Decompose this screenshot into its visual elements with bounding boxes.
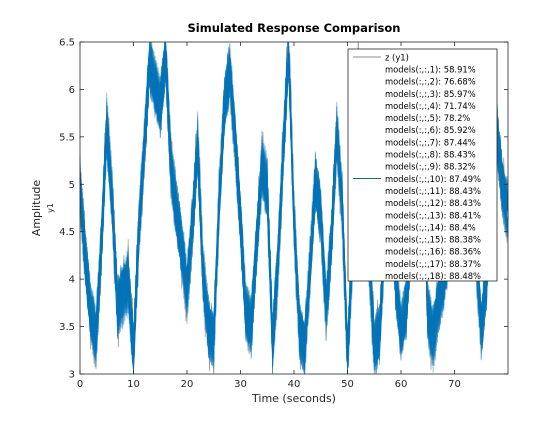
legend-entry-label: models(:,:,17): 88.37% [385,259,481,269]
legend-entry-label: models(:,:,2): 76.68% [385,77,476,87]
legend-entry-label: models(:,:,7): 87.44% [385,137,476,147]
x-tick-label: 60 [395,379,408,390]
series-layer [79,41,509,375]
y-tick-label: 6.5 [59,38,75,49]
legend-entry-label: models(:,:,18): 88.48% [385,271,481,281]
y-tick-label: 6 [69,85,75,96]
legend-entry-label: models(:,:,3): 85.97% [385,89,476,99]
legend-box [347,48,498,282]
legend-entry-label: models(:,:,14): 88.4% [385,222,476,232]
y-tick-label: 3.5 [59,322,75,333]
x-tick-label: 50 [341,379,354,390]
x-tick-label: 10 [127,379,140,390]
legend-entry-label: models(:,:,4): 71.74% [385,101,476,111]
y-output-label: y1 [46,203,55,213]
legend-entry-label: models(:,:,11): 88.43% [385,186,481,196]
y-tick-label: 4 [69,275,75,286]
x-tick-label: 30 [234,379,247,390]
chart-title: Simulated Response Comparison [188,21,401,35]
legend-entry-label: models(:,:,5): 78.2% [385,113,470,123]
legend-entry-label: models(:,:,1): 58.91% [385,64,476,74]
legend-entry-label: models(:,:,16): 88.36% [385,247,481,257]
x-tick-label: 70 [448,379,461,390]
legend-entry-label: models(:,:,10): 87.49% [385,174,481,184]
y-tick-label: 5.5 [59,132,75,143]
legend-entry-label: models(:,:,8): 88.43% [385,150,476,160]
y-axis-label: Amplitude [30,180,43,237]
x-tick-label: 20 [181,379,194,390]
x-tick-label: 0 [77,379,83,390]
legend-entry-label: models(:,:,13): 88.41% [385,210,481,220]
legend-entry-label: z (y1) [385,52,409,62]
y-tick-label: 5 [69,180,75,191]
legend[interactable]: z (y1) models(:,:,1): 58.91% models(:,:,2)… [347,48,498,282]
tick-layer: 0 10 20 30 40 50 60 70 3 3.5 4 4.5 5 5.5 6 6.5 [59,38,508,390]
legend-entry-label: models(:,:,9): 88.32% [385,162,476,172]
series-line-18 [79,47,509,375]
y-tick-label: 3 [69,370,75,381]
legend-entry-label: models(:,:,6): 85.92% [385,125,476,135]
x-tick-label: 40 [288,379,301,390]
legend-entry-label: models(:,:,12): 88.43% [385,198,481,208]
legend-entry-label: models(:,:,15): 88.38% [385,235,481,245]
x-axis-label: Time (seconds) [251,392,336,405]
y-tick-label: 4.5 [59,227,75,238]
